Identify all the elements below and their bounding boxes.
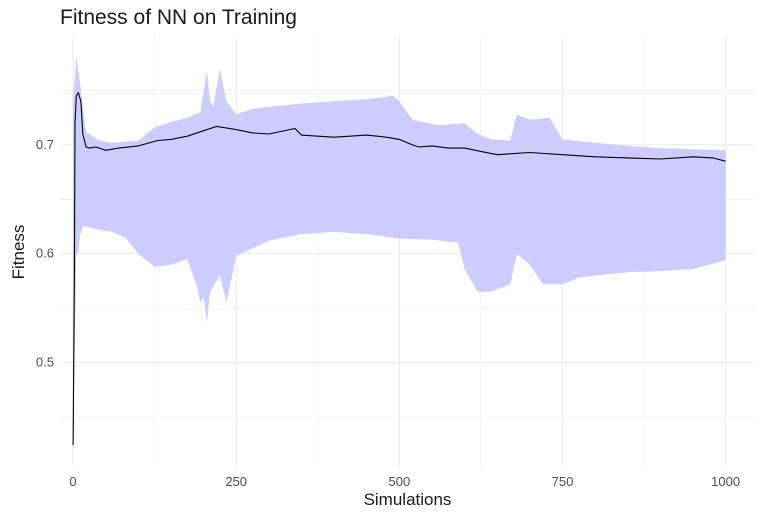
chart-title: Fitness of NN on Training: [60, 6, 297, 29]
mean-line-path: [72, 92, 726, 446]
y-tick-label: 0.6: [36, 246, 54, 261]
y-tick-label: 0.5: [36, 355, 54, 370]
mean-line: [72, 92, 726, 446]
y-tick-label: 0.7: [36, 137, 54, 152]
x-tick-label: 250: [225, 474, 247, 489]
x-tick-label: 1000: [711, 474, 740, 489]
x-tick-label: 750: [552, 474, 574, 489]
y-axis-label: Fitness: [9, 224, 28, 280]
x-axis-ticks: 0 250 500 750 1000: [69, 474, 740, 489]
x-tick-label: 0: [69, 474, 76, 489]
y-axis-ticks: 0.5 0.6 0.7: [36, 137, 54, 370]
x-axis-label: Simulations: [363, 490, 452, 509]
x-tick-label: 500: [388, 474, 410, 489]
